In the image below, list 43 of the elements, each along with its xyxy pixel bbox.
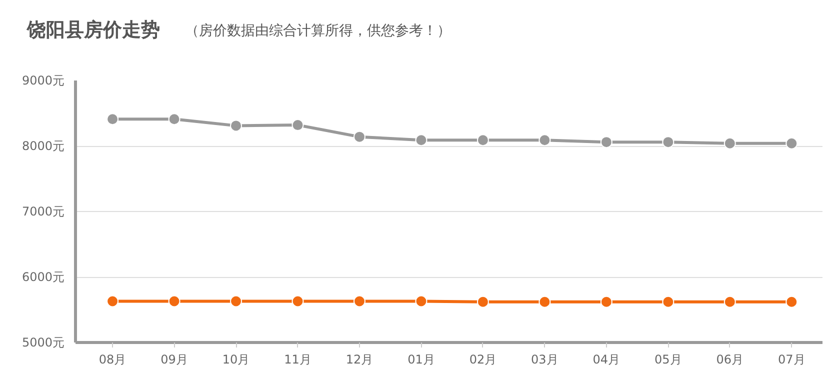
point [724,137,736,150]
point [292,119,304,132]
point [230,295,242,308]
x-tick-label: 04月 [592,352,620,366]
point [230,120,242,132]
y-tick-label: 7000元 [22,204,65,218]
point [662,136,674,148]
x-tick-label: 08月 [98,352,126,366]
chart-title: 饶阳县房价走势 [27,18,160,43]
point [538,296,551,308]
point [476,296,489,308]
point [292,295,304,308]
point [106,295,119,308]
point [353,130,366,143]
x-tick-label: 02月 [469,352,497,366]
x-tick-label: 06月 [716,352,744,366]
x-tick-label: 11月 [284,352,312,366]
y-tick-label: 9000元 [22,74,65,88]
x-tick-label: 10月 [222,352,250,366]
point [662,296,674,308]
point [600,136,612,148]
point [786,296,798,308]
point [476,134,489,146]
point [353,295,366,308]
x-tick-label: 09月 [160,352,188,366]
point [415,134,428,146]
point [600,296,612,308]
point [168,295,180,308]
point [106,113,119,126]
x-tick-label: 05月 [654,352,682,366]
point [415,295,428,308]
point [724,296,736,308]
x-tick-label: 03月 [531,352,558,366]
x-tick-label: 01月 [408,352,435,366]
y-tick-label: 6000元 [22,270,65,284]
chart-subtitle: （房价数据由综合计算所得，供您参考！） [185,22,451,41]
y-tick-label: 8000元 [22,139,65,153]
point [786,137,798,150]
x-tick-label: 07月 [778,352,806,366]
y-tick-label: 5000元 [22,336,65,350]
point [538,134,551,146]
point [168,113,180,126]
x-tick-label: 12月 [346,352,374,366]
